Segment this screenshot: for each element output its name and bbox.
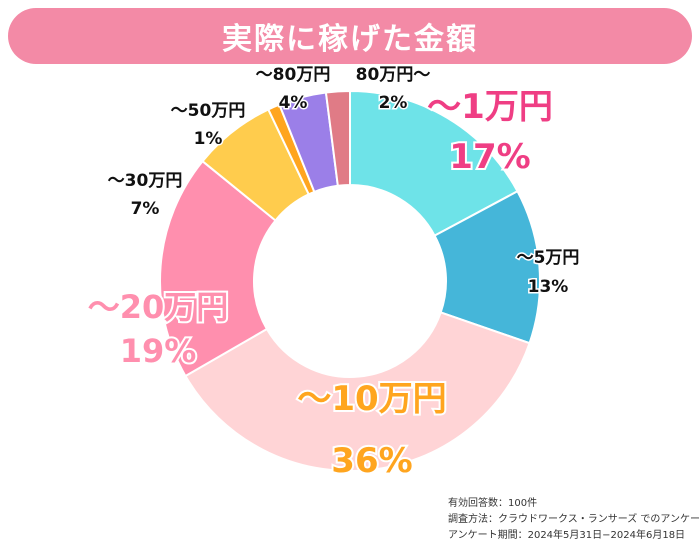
category-label-7: 〜80万円 [256, 65, 331, 85]
percent-label-1: 17% [449, 137, 530, 177]
percent-label-2: 13% [528, 277, 569, 297]
category-label-6: 〜50万円 [171, 101, 246, 121]
percent-label-4: 19% [120, 332, 197, 370]
slices-group [159, 89, 541, 472]
category-label-1: 〜1万円 [427, 87, 553, 127]
slice-4 [159, 159, 277, 378]
survey-footnote: 有効回答数：100件 調査方法：クラウドワークス・ランサーズ でのアンケート ア… [448, 496, 700, 544]
category-label-5: 〜30万円 [108, 171, 183, 191]
slice-1 [349, 89, 519, 238]
percent-label-6: 1% [194, 129, 223, 149]
percent-label-7: 4% [279, 93, 308, 113]
category-label-3: 〜10万円 [297, 379, 446, 419]
chart-title: 実際に稼げた金額 [222, 22, 478, 57]
slice-8 [324, 89, 351, 187]
respondents-note: 有効回答数：100件 [448, 498, 538, 509]
title-banner: 実際に稼げた金額 [8, 8, 692, 64]
category-label-8: 80万円〜 [356, 65, 431, 85]
labels-group: 〜1万円 17% 〜5万円 13% 〜10万円 36% 〜20万円 19% 〜30万円 7% 〜50… [86, 64, 581, 484]
percent-label-5: 7% [131, 199, 160, 219]
category-label-2: 〜5万円 [517, 248, 580, 268]
period-note: アンケート期間：2024年5月31日−2024年6月18日 [448, 530, 686, 541]
percent-label-3: 36% [331, 441, 412, 481]
category-label-4: 〜20万円 [88, 288, 229, 326]
slice-3 [184, 311, 531, 472]
method-note: 調査方法：クラウドワークス・ランサーズ でのアンケート [448, 514, 700, 525]
percent-label-8: 2% [379, 93, 408, 113]
